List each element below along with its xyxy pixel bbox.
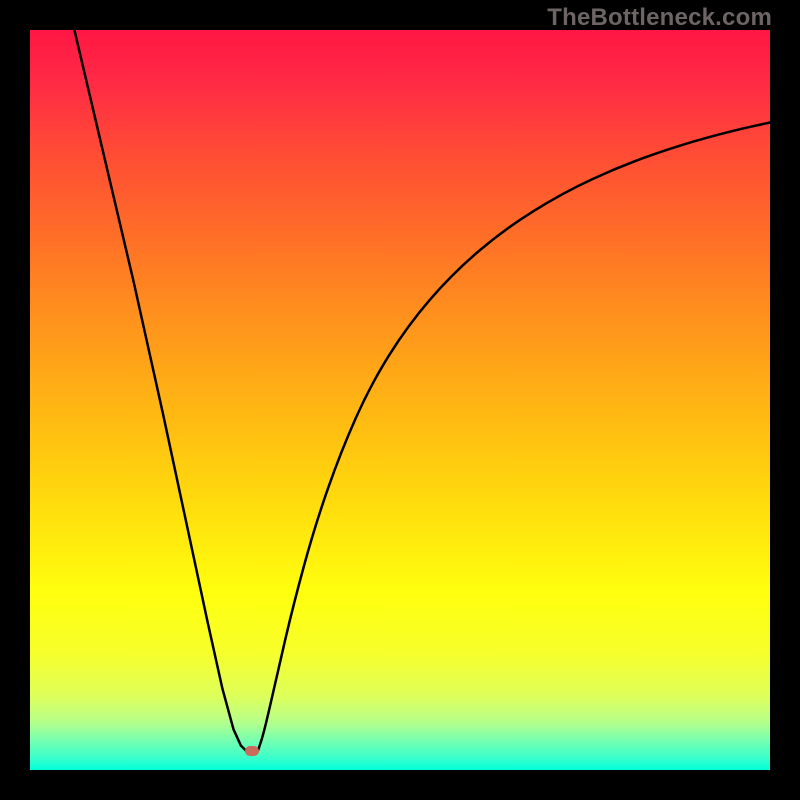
- curve-layer: [30, 30, 770, 770]
- curve-right-branch: [258, 123, 770, 751]
- minimum-marker: [245, 746, 259, 756]
- plot-area: [30, 30, 770, 770]
- watermark-text: TheBottleneck.com: [547, 4, 772, 32]
- chart-frame: TheBottleneck.com: [0, 0, 800, 800]
- curve-left-branch: [74, 30, 246, 751]
